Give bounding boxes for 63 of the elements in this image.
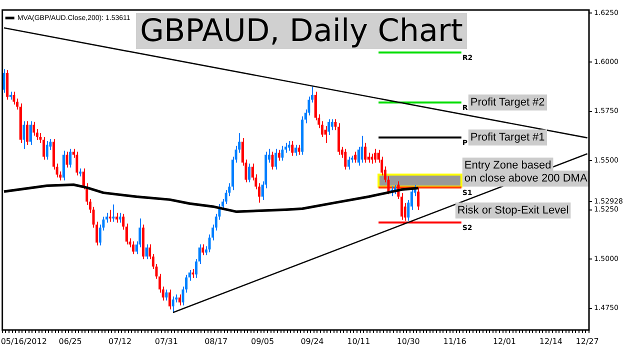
- candlestick: [374, 148, 376, 164]
- chart-title: GBPAUD, Daily Chart: [136, 13, 467, 49]
- candlestick: [281, 145, 284, 162]
- candlestick: [112, 204, 115, 222]
- candlestick: [108, 209, 112, 222]
- x-tick-label: 10/30: [396, 336, 420, 346]
- candlestick: [76, 151, 78, 176]
- annotation: on close above 200 DMA: [464, 172, 588, 185]
- x-tick-label: 11/16: [443, 336, 466, 346]
- x-tick-label: 12/14: [539, 336, 562, 346]
- candlestick: [298, 144, 300, 156]
- x-tick-label: 09/05: [250, 336, 274, 346]
- candlestick: [32, 121, 36, 136]
- candlestick: [82, 168, 85, 190]
- candlestick: [172, 296, 174, 313]
- annotation: Profit Target #1: [470, 132, 545, 144]
- annotation: Entry Zone based: [464, 160, 552, 172]
- candlestick: [314, 91, 317, 121]
- candlestick: [42, 136, 46, 160]
- candlestick: [69, 148, 72, 168]
- candlestick: [347, 156, 350, 170]
- candlestick: [288, 140, 290, 152]
- candlestick: [417, 188, 420, 210]
- candlestick: [294, 144, 297, 156]
- candlestick: [29, 120, 32, 146]
- x-tick-label: 10/11: [347, 336, 370, 346]
- candlestick: [271, 151, 274, 170]
- candlestick: [22, 120, 26, 150]
- x-tick-label: 07/31: [154, 336, 178, 346]
- candlestick: [360, 135, 364, 164]
- candlestick: [357, 146, 360, 166]
- candlestick: [291, 140, 294, 156]
- candlestick: [118, 212, 122, 224]
- candlestick: [202, 244, 204, 256]
- candlestick: [62, 150, 65, 181]
- x-tick-label: 06/25: [58, 336, 82, 346]
- x-tick-label: 05/16/2012: [0, 336, 47, 346]
- candlestick: [178, 294, 181, 306]
- candlestick: [278, 149, 280, 162]
- candlestick: [168, 289, 171, 310]
- candlestick: [46, 140, 48, 160]
- annotation: Risk or Stop-Exit Level: [457, 204, 569, 217]
- candlestick: [370, 153, 374, 164]
- candlestick: [328, 118, 330, 136]
- candlestick: [26, 120, 28, 146]
- candlestick: [66, 151, 68, 168]
- x-tick-label: 08/17: [204, 336, 228, 346]
- candlestick: [344, 148, 347, 170]
- x-tick-label: 12/01: [492, 336, 516, 346]
- candlestick: [115, 212, 118, 224]
- candlestick: [330, 118, 334, 131]
- annotation: Profit Target #2: [470, 96, 545, 109]
- x-tick-label: 12/27: [576, 336, 599, 346]
- candlestick: [12, 91, 16, 106]
- x-tick-label: 07/12: [108, 336, 132, 346]
- candlestick: [165, 289, 168, 301]
- candlestick: [248, 163, 251, 183]
- candlestick: [132, 240, 135, 255]
- candlestick: [274, 148, 278, 170]
- candlestick: [145, 244, 148, 260]
- x-tick-label: 09/24: [300, 336, 324, 346]
- candlestick: [354, 151, 357, 164]
- candlestick: [364, 142, 367, 164]
